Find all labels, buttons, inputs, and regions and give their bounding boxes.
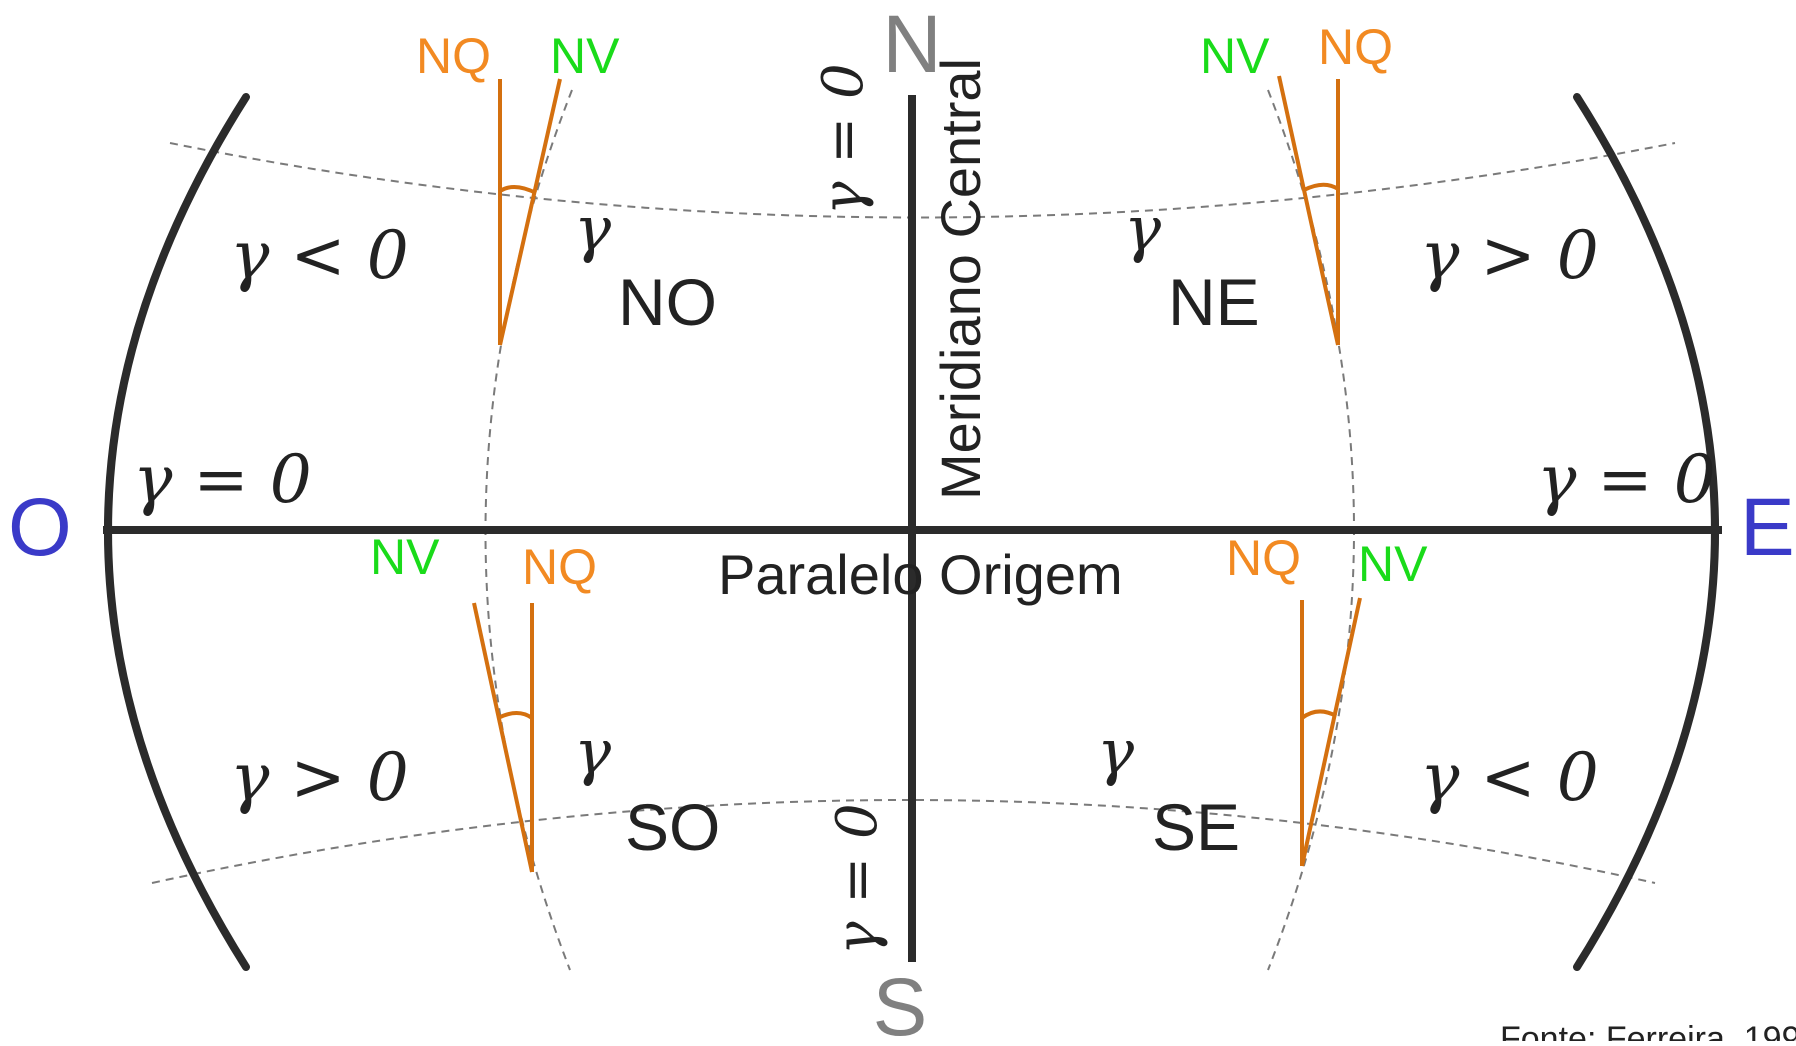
gamma-marker-ne: γ xyxy=(1124,192,1162,265)
quadrant-ne-label: NE xyxy=(1168,265,1260,339)
quadrant-sw-label: SO xyxy=(625,790,720,864)
nq-label-sw: NQ xyxy=(522,539,597,595)
west-cardinal: O xyxy=(8,482,72,573)
east-cardinal: E xyxy=(1740,482,1795,573)
nq-label-se: NQ xyxy=(1226,530,1301,586)
nv-label-ne: NV xyxy=(1200,28,1270,84)
convergence-west-edge: γ = 0 xyxy=(133,441,312,518)
nq-label-ne: NQ xyxy=(1318,19,1393,75)
convergence-east-edge: γ = 0 xyxy=(1537,441,1716,518)
origin-parallel-label: Paralelo Origem xyxy=(718,543,1123,606)
sw-north-arrows xyxy=(472,602,534,873)
convergence-ne: γ > 0 xyxy=(1420,217,1599,294)
nw-north-arrows xyxy=(498,78,562,346)
nq-label-nw: NQ xyxy=(416,28,491,84)
gamma-marker-nw: γ xyxy=(574,192,612,265)
ne-north-arrows xyxy=(1277,75,1340,346)
se-north-arrows xyxy=(1300,597,1362,867)
convergence-meridian-top: γ = 0 xyxy=(811,63,876,215)
quadrant-se-label: SE xyxy=(1152,790,1240,864)
convergence-meridian-bottom: γ = 0 xyxy=(825,803,890,955)
south-cardinal: S xyxy=(873,962,928,1041)
gamma-marker-se: γ xyxy=(1097,715,1135,788)
convergence-nw: γ < 0 xyxy=(230,217,409,294)
lower-parallel-dashed xyxy=(151,799,1656,884)
source-credit: Fonte: Ferreira, 199 xyxy=(1500,1020,1796,1041)
convergence-se: γ < 0 xyxy=(1420,739,1599,816)
north-cardinal: N xyxy=(882,0,941,90)
convergence-sw: γ > 0 xyxy=(230,739,409,816)
nv-label-sw: NV xyxy=(370,529,440,585)
central-meridian-label: Meridiano Central xyxy=(929,58,992,500)
nv-label-se: NV xyxy=(1358,536,1428,592)
nv-label-nw: NV xyxy=(550,28,620,84)
upper-parallel-dashed xyxy=(169,142,1676,219)
gamma-marker-sw: γ xyxy=(574,715,612,788)
quadrant-nw-label: NO xyxy=(618,265,717,339)
